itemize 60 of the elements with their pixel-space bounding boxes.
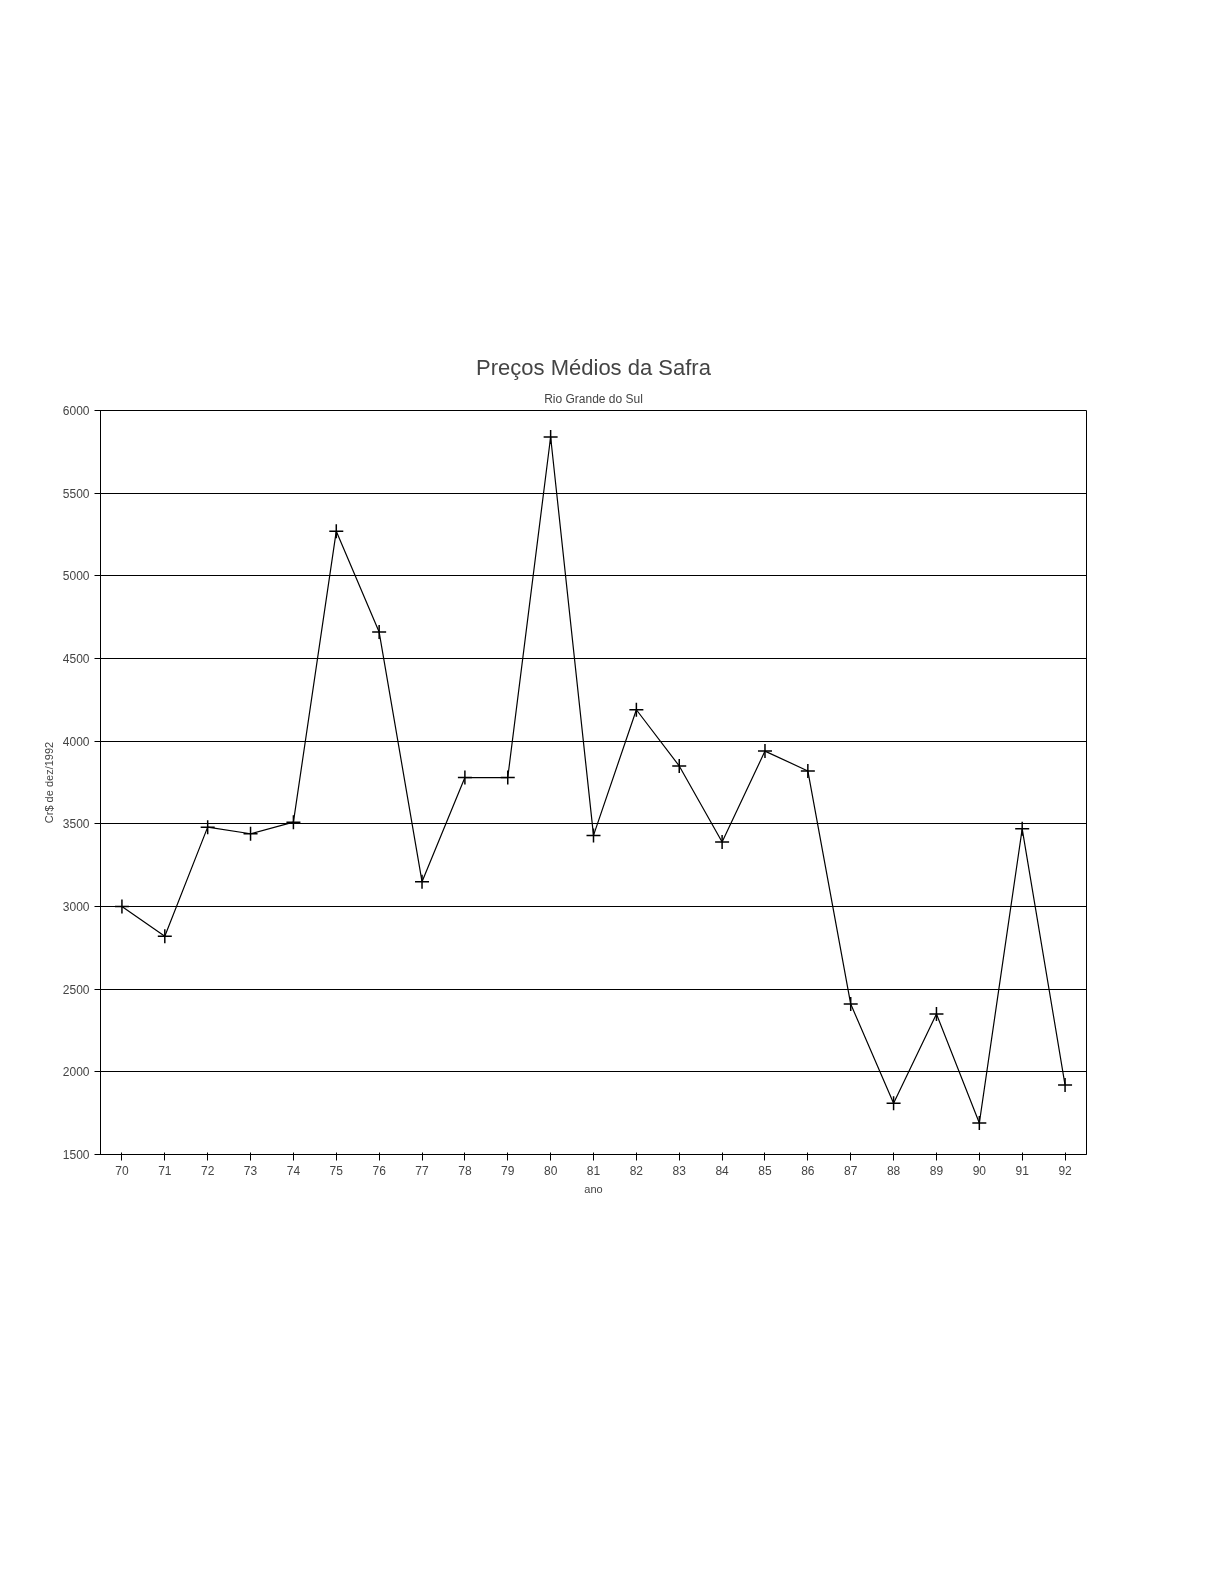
x-tick-label: 89 <box>929 1163 944 1178</box>
chart-title: Preços Médios da Safra <box>476 354 712 380</box>
x-tick-label: 84 <box>715 1163 730 1178</box>
x-axis-title: ano <box>584 1182 603 1195</box>
point <box>585 827 602 844</box>
point <box>542 429 559 445</box>
y-axis-title: Cr$ de dez/1992 <box>42 741 55 824</box>
x-tick-label: 77 <box>415 1163 430 1178</box>
y-tick-label: 2000 <box>62 1065 90 1080</box>
x-tick-label: 92 <box>1058 1163 1073 1178</box>
point <box>285 814 302 830</box>
x-tick-label: 85 <box>758 1163 772 1178</box>
y-tick-label: 3500 <box>62 817 90 832</box>
x-tick-label: 91 <box>1015 1163 1030 1178</box>
y-tick-label: 4000 <box>62 734 90 749</box>
x-tick-label: 75 <box>329 1163 344 1178</box>
x-tick-label: 80 <box>543 1163 558 1178</box>
x-tick-label: 87 <box>844 1163 858 1178</box>
point <box>842 996 859 1012</box>
point <box>800 763 816 779</box>
x-tick-label: 88 <box>886 1163 901 1178</box>
point <box>971 1115 988 1131</box>
point <box>500 769 516 786</box>
point <box>714 834 730 850</box>
y-tick-label: 1500 <box>62 1148 90 1162</box>
x-tick-label: 81 <box>586 1163 601 1178</box>
point <box>457 769 473 786</box>
point <box>757 743 773 759</box>
y-tick-label: 2500 <box>62 982 90 997</box>
point <box>414 873 430 890</box>
x-tick-label: 82 <box>629 1163 644 1178</box>
y-tick-label: 3000 <box>62 900 90 914</box>
point <box>157 928 173 945</box>
y-tick-label: 5000 <box>62 569 90 584</box>
x-tick-label: 70 <box>115 1163 129 1178</box>
point <box>928 1006 945 1022</box>
y-tick-label: 4500 <box>62 652 90 666</box>
y-tick-label: 5500 <box>62 486 90 501</box>
point <box>671 758 687 774</box>
x-tick-label: 90 <box>972 1163 987 1178</box>
point <box>328 523 345 539</box>
x-tick-label: 79 <box>501 1163 515 1178</box>
point <box>242 826 259 842</box>
point <box>114 898 130 915</box>
point <box>1057 1077 1073 1093</box>
x-tick-label: 71 <box>158 1163 172 1178</box>
point <box>371 624 387 640</box>
x-tick-label: 86 <box>801 1163 815 1178</box>
x-tick-label: 74 <box>286 1163 301 1178</box>
x-tick-label: 73 <box>243 1163 258 1178</box>
point <box>1014 821 1030 837</box>
x-tick-label: 78 <box>458 1163 472 1178</box>
x-tick-label: 76 <box>372 1163 387 1178</box>
chart-subtitle: Rio Grande do Sul <box>544 391 643 406</box>
y-tick-label: 6000 <box>62 404 90 418</box>
point <box>885 1095 902 1111</box>
x-tick-label: 83 <box>672 1163 687 1178</box>
point <box>628 702 645 718</box>
x-tick-label: 72 <box>201 1163 215 1178</box>
point <box>199 819 216 835</box>
